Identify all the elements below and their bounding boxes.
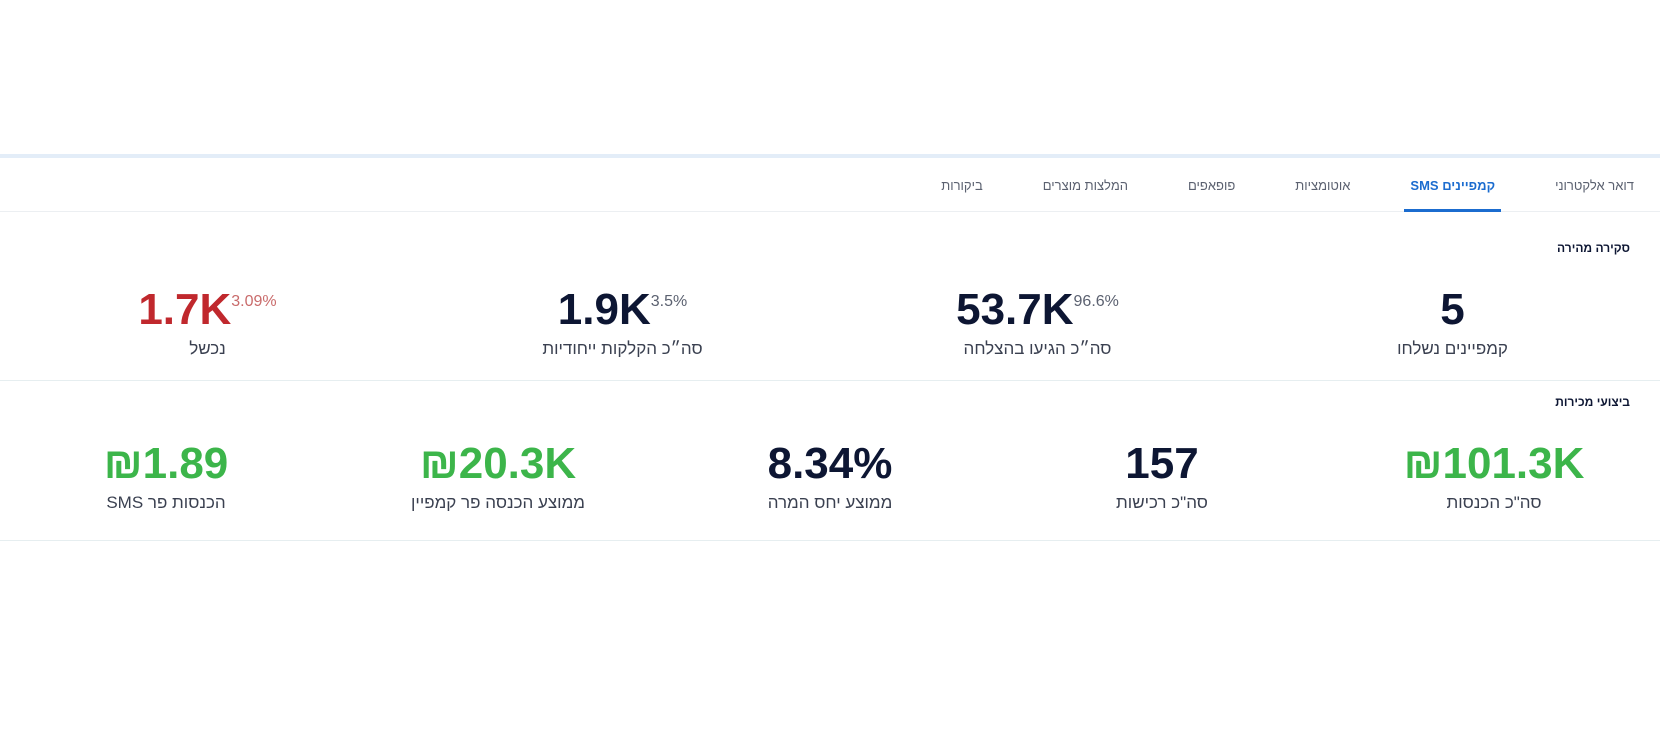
stat-card: 8.34% ממוצע יחס המרה [664, 439, 996, 540]
stat-label: הכנסות פר SMS [106, 493, 226, 512]
tab[interactable]: דואר אלקטרוני [1555, 178, 1634, 193]
tab[interactable]: המלצות מוצרים [1042, 178, 1128, 193]
stat-value: 8.34% [767, 439, 893, 488]
tab[interactable]: ביקורות [941, 178, 983, 193]
stats-row: ₪101.3K סה"כ הכנסות 157 סה"כ רכישות 8.34% ממו… [0, 439, 1660, 541]
stat-value: 1.7K [138, 285, 232, 334]
tab[interactable]: אוטומציות [1295, 178, 1351, 193]
stat-value-group: 5 [1440, 285, 1464, 335]
stat-value: 157 [1125, 439, 1199, 488]
stat-value: ₪1.89 [103, 439, 229, 488]
tab[interactable]: פופאפים [1188, 178, 1236, 193]
stat-value: 5 [1440, 285, 1465, 334]
stat-value: 1.9K [557, 285, 651, 334]
stat-value: ₪20.3K [419, 439, 577, 488]
stat-label: סה״כ הגיעו בהצלחה [963, 339, 1112, 358]
stat-label: סה"כ הכנסות [1446, 493, 1542, 512]
stat-percent: 3.5% [650, 293, 688, 310]
tab-active[interactable]: קמפיינים SMS [1404, 158, 1502, 212]
stat-value-group: ₪101.3K [1404, 439, 1585, 489]
stat-label: ממוצע יחס המרה [767, 493, 893, 512]
stat-value-group: 1.7K 3.09% [138, 285, 276, 335]
stat-value-group: 1.9K 3.5% [558, 285, 687, 335]
stat-label: נכשל [189, 339, 226, 358]
stat-value-group: 157 [1125, 439, 1198, 489]
stat-card: 157 סה"כ רכישות [996, 439, 1328, 540]
section-title: סקירה מהירה [1557, 241, 1630, 255]
stat-percent: 96.6% [1073, 293, 1119, 310]
section-title: ביצועי מכירות [1555, 395, 1630, 409]
stat-card: 1.7K 3.09% נכשל [0, 285, 415, 380]
stat-percent: 3.09% [231, 293, 277, 310]
stat-card: 1.9K 3.5% סה״כ הקלקות ייחודיות [415, 285, 830, 380]
stat-label: סה"כ רכישות [1116, 493, 1208, 512]
stat-card: 53.7K 96.6% סה״כ הגיעו בהצלחה [830, 285, 1245, 380]
stats-row: 5 קמפיינים נשלחו 53.7K 96.6% סה״כ הגיעו בהצל… [0, 285, 1660, 381]
stat-card: ₪1.89 הכנסות פר SMS [0, 439, 332, 540]
stat-value-group: ₪1.89 [104, 439, 229, 489]
stat-value: 53.7K [956, 285, 1074, 334]
stat-label: קמפיינים נשלחו [1397, 339, 1508, 358]
stat-value-group: 53.7K 96.6% [956, 285, 1119, 335]
stat-value-group: ₪20.3K [420, 439, 576, 489]
stat-value: ₪101.3K [1403, 439, 1585, 488]
stat-value-group: 8.34% [768, 439, 893, 489]
top-border [0, 154, 1660, 158]
stat-card: 5 קמפיינים נשלחו [1245, 285, 1660, 380]
stat-label: ממוצע הכנסה פר קמפיין [411, 493, 585, 512]
stat-card: ₪20.3K ממוצע הכנסה פר קמפיין [332, 439, 664, 540]
stat-card: ₪101.3K סה"כ הכנסות [1328, 439, 1660, 540]
tab-bar: דואר אלקטרוני קמפיינים SMS אוטומציות פופ… [0, 158, 1660, 212]
stat-label: סה״כ הקלקות ייחודיות [542, 339, 703, 358]
